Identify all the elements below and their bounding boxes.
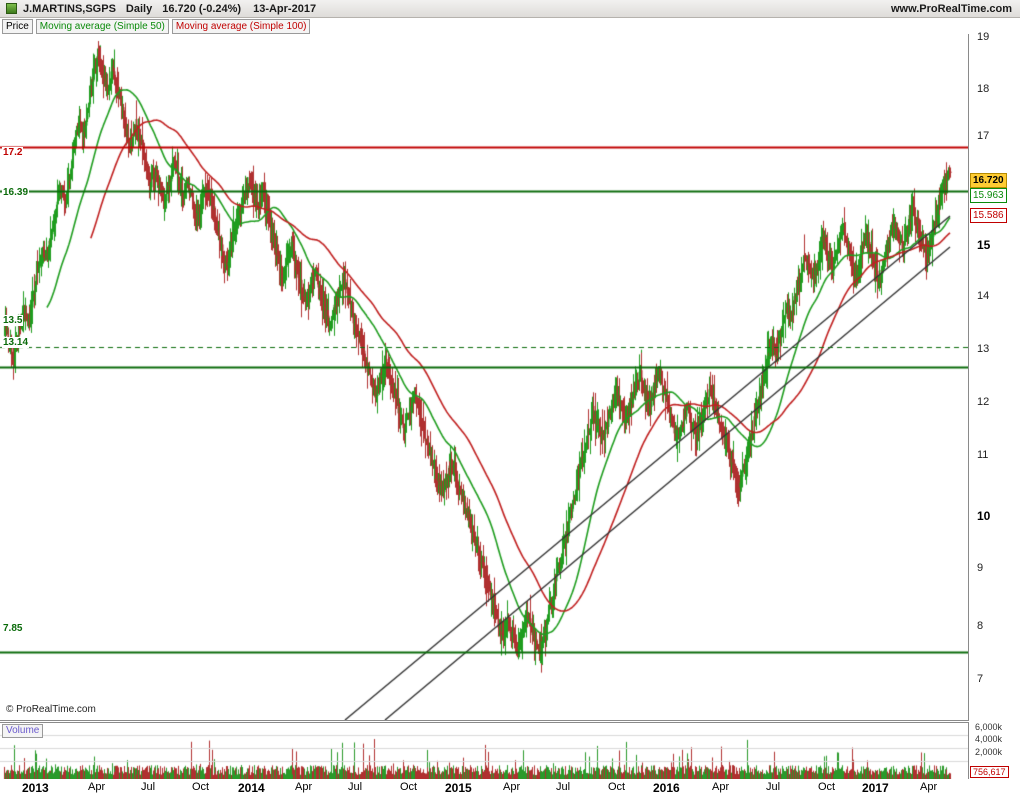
ytick-8: 8 (977, 620, 984, 632)
legend-volume[interactable]: Volume (2, 724, 44, 738)
xtick-2015: 2015 (445, 781, 472, 795)
legend-ma100[interactable]: Moving average (Simple 100) (171, 18, 311, 34)
volume-pane[interactable] (0, 722, 969, 780)
vtick-2000k: 2,000k (975, 747, 1003, 757)
ytick-13: 13 (977, 343, 990, 355)
xtick-apr15: Apr (503, 781, 521, 793)
price-axis[interactable]: 19 18 17 16 15 14 13 12 11 10 9 8 7 16.7… (968, 31, 1020, 720)
xtick-apr17: Apr (920, 781, 938, 793)
title-bar: J.MARTINS,SGPS Daily 16.720 (-0.24%) 13-… (0, 0, 1020, 18)
volume-tag: 756,617 (970, 766, 1009, 778)
chart-square-icon (6, 3, 17, 14)
ytick-9: 9 (977, 562, 984, 574)
ma100-tag: 15.586 (970, 208, 1007, 223)
website-label: www.ProRealTime.com (890, 2, 1012, 15)
ytick-11: 11 (977, 449, 989, 461)
xtick-2013: 2013 (22, 781, 49, 795)
xtick-apr14: Apr (295, 781, 313, 793)
ytick-7: 7 (977, 673, 984, 685)
ytick-15: 15 (977, 238, 991, 252)
xtick-2017: 2017 (862, 781, 889, 795)
indicator-legend: Price Moving average (Simple 50) Moving … (0, 18, 311, 34)
xtick-jul16: Jul (766, 781, 781, 793)
vtick-6000k: 6,000k (975, 722, 1003, 732)
xtick-2014: 2014 (238, 781, 265, 795)
date-axis: 2013 Apr Jul Oct 2014 Apr Jul Oct 2015 A… (0, 779, 1020, 800)
level-label-17-2: 17.2 (2, 147, 24, 158)
level-label-7-85: 7.85 (2, 623, 24, 634)
xtick-apr13: Apr (88, 781, 106, 793)
watermark-proreal: © ProRealTime.com (6, 704, 96, 715)
ytick-14: 14 (977, 290, 990, 302)
xtick-oct15: Oct (608, 781, 626, 793)
xtick-apr16: Apr (712, 781, 730, 793)
price-canvas (0, 34, 968, 720)
title-date: 13-Apr-2017 (253, 2, 317, 15)
ytick-17: 17 (977, 130, 990, 142)
volume-axis: 6,000k 4,000k 2,000k 756,617 (968, 722, 1020, 778)
xtick-oct13: Oct (192, 781, 210, 793)
legend-price[interactable]: Price (2, 18, 33, 34)
level-label-13-5: 13.5 (2, 315, 24, 326)
ma50-tag: 15.963 (970, 188, 1007, 203)
volume-canvas (0, 723, 968, 779)
level-label-13-14: 13.14 (2, 337, 30, 348)
xtick-oct14: Oct (400, 781, 418, 793)
ytick-12: 12 (977, 396, 990, 408)
price-tag: 16.720 (970, 173, 1007, 188)
xtick-oct16: Oct (818, 781, 836, 793)
xtick-jul13: Jul (141, 781, 156, 793)
xtick-jul15: Jul (556, 781, 571, 793)
price-chart-plot[interactable]: 17.2 16.39 13.5 13.14 7.85 © ProRealTime… (0, 34, 969, 721)
ytick-10: 10 (977, 509, 991, 523)
xtick-2016: 2016 (653, 781, 680, 795)
level-label-16-39: 16.39 (2, 187, 30, 198)
title-quote: 16.720 (-0.24%) (162, 2, 242, 15)
ytick-19: 19 (977, 31, 990, 43)
title-symbol: J.MARTINS,SGPS (23, 2, 116, 15)
vtick-4000k: 4,000k (975, 734, 1003, 744)
legend-ma50[interactable]: Moving average (Simple 50) (35, 18, 169, 34)
title-timeframe: Daily (125, 2, 153, 15)
ytick-18: 18 (977, 83, 990, 95)
xtick-jul14: Jul (348, 781, 363, 793)
